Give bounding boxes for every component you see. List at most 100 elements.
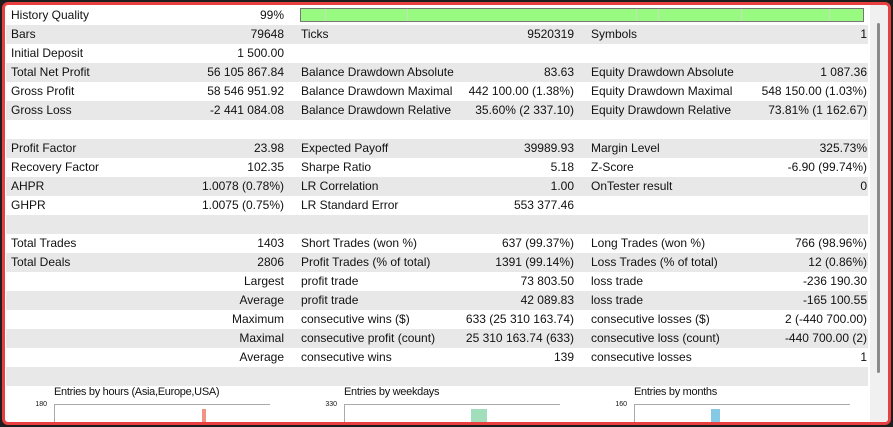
metric-value-1: 56 105 867.84: [207, 65, 284, 79]
metric-value-1: 1.0078 (0.78%): [201, 179, 284, 193]
metric-label-2: Ticks: [301, 27, 329, 41]
chart-title: Entries by months: [634, 386, 717, 398]
chart-bar: [202, 409, 206, 422]
metric-label-3: Equity Drawdown Absolute: [591, 65, 734, 79]
metric-label-2: Expected Payoff: [301, 141, 389, 155]
metric-label-3: OnTester result: [591, 179, 673, 193]
metric-value-2: 25 310 163.74 (633): [465, 331, 574, 345]
chart-entries-by-hours: Entries by hours (Asia,Europe,USA) 180: [31, 386, 291, 422]
metric-value-3: 73.81% (1 162.67): [768, 103, 867, 117]
table-row: [6, 367, 868, 386]
metric-label-3: Equity Drawdown Relative: [591, 103, 732, 117]
metric-label-2: Profit Trades (% of total): [301, 255, 431, 269]
metric-label-1: Initial Deposit: [11, 46, 84, 60]
chart-bar: [711, 409, 720, 422]
metric-value-2: 5.18: [550, 160, 574, 174]
vertical-scrollbar[interactable]: [870, 5, 888, 422]
metric-label-2: profit trade: [301, 293, 359, 307]
metric-value-1: 23.98: [253, 141, 284, 155]
table-row: [6, 120, 868, 139]
metric-value-2: 1.00: [550, 179, 574, 193]
table-row: Maximal consecutive profit (count) 25 310 …: [6, 329, 868, 348]
metric-value-3: 1: [860, 27, 867, 41]
metric-value-1: -2 441 084.08: [209, 103, 284, 117]
table-row: AHPR 1.0078 (0.78%) LR Correlation 1.00 OnTe…: [6, 177, 868, 196]
metric-label-2: Short Trades (won %): [301, 236, 418, 250]
chart-title: Entries by hours (Asia,Europe,USA): [54, 386, 220, 398]
metric-value-1: Average: [239, 293, 284, 307]
metric-value-1: 58 546 951.92: [207, 84, 284, 98]
table-row: Total Deals 2806 Profit Trades (% of total…: [6, 253, 868, 272]
metric-label-3: consecutive losses ($): [591, 312, 710, 326]
table-row: Average consecutive wins 139 consecutive lo…: [6, 348, 868, 367]
table-row: Total Trades 1403 Short Trades (won %) 637 …: [6, 234, 868, 253]
table-row: Profit Factor 23.98 Expected Payoff 39989.9…: [6, 139, 868, 158]
metric-label-2: LR Standard Error: [301, 198, 399, 212]
metric-label-3: Z-Score: [591, 160, 634, 174]
metric-label-2: consecutive profit (count): [301, 331, 436, 345]
table-row: Average profit trade 42 089.83 loss trade -1…: [6, 291, 868, 310]
chart-y-max: 180: [35, 401, 47, 408]
table-row: [6, 215, 868, 234]
metric-value-3: 2 (-440 700.00): [784, 312, 867, 326]
chart-bar: [471, 409, 487, 422]
metric-value-3: -236 190.30: [802, 274, 867, 288]
metric-label-2: Balance Drawdown Relative: [301, 103, 452, 117]
metric-label-3: Loss Trades (% of total): [591, 255, 718, 269]
scrollbar-thumb[interactable]: [877, 23, 880, 373]
metric-label-2: Sharpe Ratio: [301, 160, 372, 174]
table-row: Total Net Profit 56 105 867.84 Balance Dra…: [6, 63, 868, 82]
chart-y-max: 160: [615, 401, 627, 408]
metric-label-2: consecutive wins ($): [301, 312, 410, 326]
metric-value-3: -165 100.55: [802, 293, 867, 307]
table-row: Initial Deposit 1 500.00: [6, 44, 868, 63]
metric-label-2: LR Correlation: [301, 179, 379, 193]
metric-value-1: 1403: [257, 236, 284, 250]
metric-value-2: 553 377.46: [513, 198, 574, 212]
history-quality-row: History Quality 99%: [6, 6, 868, 25]
metric-label-1: Recovery Factor: [11, 160, 100, 174]
metric-label-1: Total Deals: [11, 255, 71, 269]
metric-label-1: Gross Loss: [11, 103, 72, 117]
chart-entries-by-weekdays: Entries by weekdays 330: [321, 386, 581, 422]
metric-value-1: Maximal: [239, 331, 284, 345]
history-quality-value: 99%: [259, 8, 284, 22]
metric-label-2: Balance Drawdown Absolute: [301, 65, 454, 79]
metric-value-2: 39989.93: [523, 141, 574, 155]
metric-value-3: 0: [860, 179, 867, 193]
metric-value-1: Average: [239, 350, 284, 364]
metric-value-3: 548 150.00 (1.03%): [761, 84, 867, 98]
metric-value-3: 12 (0.86%): [808, 255, 867, 269]
metric-label-3: Symbols: [591, 27, 638, 41]
table-row: Largest profit trade 73 803.50 loss trade -2…: [6, 272, 868, 291]
metric-value-2: 73 803.50: [520, 274, 574, 288]
metric-label-3: loss trade: [591, 293, 644, 307]
metric-value-1: 2806: [257, 255, 284, 269]
metric-value-1: Maximum: [231, 312, 284, 326]
metric-label-2: profit trade: [301, 274, 359, 288]
metric-value-3: -440 700.00 (2): [784, 331, 867, 345]
metric-label-1: Total Trades: [11, 236, 77, 250]
metric-label-3: Long Trades (won %): [591, 236, 706, 250]
metric-label-1: Gross Profit: [11, 84, 75, 98]
metric-value-1: Largest: [243, 274, 284, 288]
metric-label-1: Profit Factor: [11, 141, 77, 155]
metric-value-3: 1 087.36: [820, 65, 867, 79]
metric-value-2: 139: [553, 350, 574, 364]
metric-value-2: 637 (99.37%): [501, 236, 574, 250]
table-row: Maximum consecutive wins ($) 633 (25 310 1…: [6, 310, 868, 329]
metric-value-1: 1 500.00: [237, 46, 284, 60]
metric-value-3: -6.90 (99.74%): [787, 160, 867, 174]
metric-value-2: 35.60% (2 337.10): [475, 103, 574, 117]
metric-value-3: 1: [860, 350, 867, 364]
metric-value-1: 79648: [250, 27, 284, 41]
metric-label-1: Total Net Profit: [11, 65, 90, 79]
metric-label-3: loss trade: [591, 274, 644, 288]
chart-entries-by-months: Entries by months 160: [611, 386, 871, 422]
metric-label-3: Equity Drawdown Maximal: [591, 84, 733, 98]
history-quality-label: History Quality: [11, 8, 90, 22]
history-quality-bar: [300, 8, 864, 22]
metric-label-1: Bars: [11, 27, 36, 41]
metric-label-1: GHPR: [11, 198, 46, 212]
